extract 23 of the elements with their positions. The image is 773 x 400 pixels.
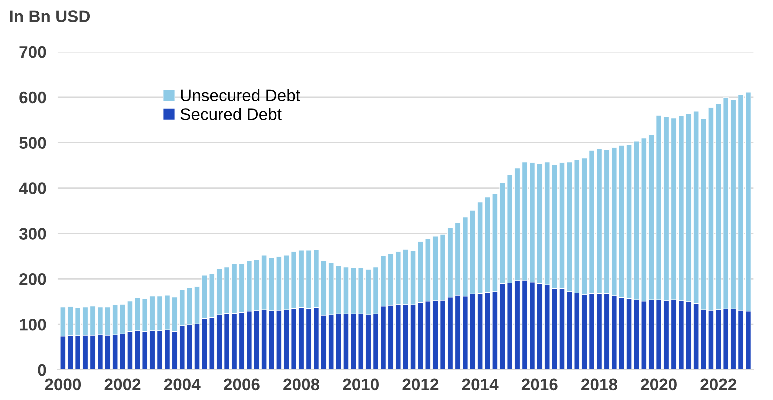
x-tick-label: 2000 <box>45 378 82 391</box>
y-tick-label: 300 <box>19 228 46 240</box>
x-tick-label: 2006 <box>224 378 260 391</box>
y-tick-label: 700 <box>20 46 46 58</box>
x-tick-label: 2002 <box>104 378 141 391</box>
x-tick-label: 2018 <box>582 378 618 391</box>
x-tick-label: 2020 <box>641 378 677 391</box>
x-tick-label: 2016 <box>522 378 558 391</box>
y-tick-label: 100 <box>20 318 46 331</box>
x-tick-label: 2012 <box>402 378 439 391</box>
y-tick-label: 400 <box>19 182 46 194</box>
legend-label: Secured Debt <box>180 108 282 120</box>
y-tick-label: 0 <box>38 364 46 376</box>
y-tick-label: 600 <box>20 92 46 104</box>
x-tick-label: 2008 <box>284 378 320 391</box>
x-tick-label: 2014 <box>462 378 499 391</box>
y-axis-title: In Bn USD <box>10 10 90 22</box>
x-tick-label: 2022 <box>700 378 737 391</box>
y-tick-label: 200 <box>20 274 46 286</box>
legend-label: Unsecured Debt <box>181 89 300 102</box>
x-tick-label: 2004 <box>164 378 201 391</box>
y-tick-label: 500 <box>20 137 46 150</box>
x-tick-label: 2010 <box>343 378 379 391</box>
